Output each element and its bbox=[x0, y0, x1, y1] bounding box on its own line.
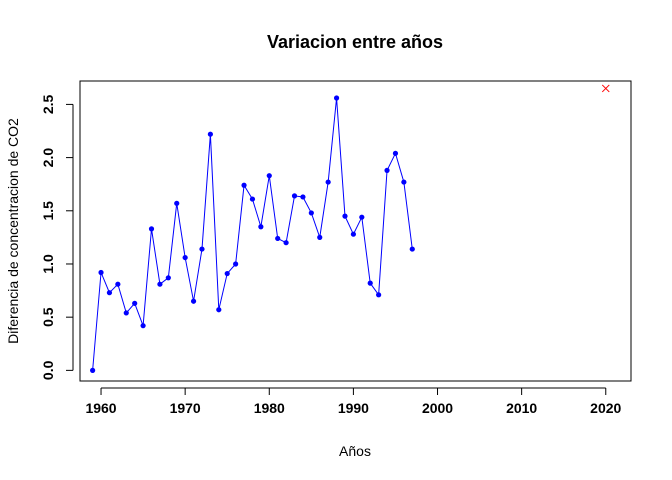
data-point bbox=[132, 300, 138, 306]
data-point bbox=[115, 281, 121, 287]
data-point bbox=[174, 200, 180, 206]
data-point bbox=[392, 150, 399, 156]
data-point bbox=[384, 167, 390, 173]
data-point bbox=[165, 275, 171, 281]
data-point bbox=[98, 269, 104, 276]
chart-title: Variacion entre años bbox=[267, 32, 443, 52]
data-point bbox=[106, 290, 113, 296]
data-point bbox=[140, 323, 146, 329]
y-axis: 0.0 0.5 1.0 1.5 2.0 2.5 bbox=[40, 94, 74, 380]
data-point bbox=[350, 231, 356, 237]
x-tick-label: 2000 bbox=[422, 400, 453, 416]
data-point bbox=[216, 307, 222, 313]
data-point bbox=[148, 226, 155, 232]
data-point bbox=[241, 182, 247, 188]
data-point bbox=[401, 179, 407, 185]
data-point bbox=[190, 298, 197, 304]
data-point bbox=[157, 281, 163, 287]
x-marker-point bbox=[601, 84, 610, 93]
data-point bbox=[317, 234, 323, 240]
data-point bbox=[249, 196, 256, 202]
data-point bbox=[376, 292, 382, 298]
data-point bbox=[342, 213, 348, 219]
plot-area-border bbox=[79, 80, 632, 382]
x-tick-label: 1960 bbox=[85, 400, 116, 416]
series-layer bbox=[90, 84, 610, 373]
y-tick-label: 2.0 bbox=[40, 148, 56, 168]
data-point bbox=[258, 224, 264, 230]
data-point bbox=[182, 254, 188, 261]
data-point bbox=[409, 246, 415, 252]
data-point bbox=[207, 131, 213, 137]
y-tick-label: 0.0 bbox=[40, 360, 56, 380]
x-tick-label: 1980 bbox=[254, 400, 285, 416]
x-tick-label: 2010 bbox=[506, 400, 537, 416]
data-point bbox=[266, 173, 272, 179]
data-point bbox=[123, 310, 129, 316]
data-point bbox=[325, 179, 331, 185]
x-tick-label: 2020 bbox=[590, 400, 621, 416]
data-point bbox=[333, 95, 340, 101]
y-tick-label: 1.0 bbox=[40, 254, 56, 274]
y-tick-label: 1.5 bbox=[40, 201, 56, 221]
x-axis-label: Años bbox=[339, 443, 371, 459]
data-point bbox=[308, 210, 314, 216]
data-point bbox=[224, 270, 230, 277]
y-tick-label: 2.5 bbox=[40, 94, 56, 114]
y-axis-label: Diferencia de concentracion de CO2 bbox=[5, 118, 21, 344]
data-point bbox=[275, 235, 281, 242]
data-point bbox=[233, 261, 239, 267]
x-axis: 1960 1970 1980 1990 2000 2010 2020 bbox=[85, 387, 622, 416]
x-tick-label: 1990 bbox=[338, 400, 369, 416]
data-point bbox=[300, 194, 306, 200]
y-tick-label: 0.5 bbox=[40, 307, 56, 327]
data-point bbox=[199, 246, 205, 252]
data-point bbox=[291, 193, 298, 199]
data-point bbox=[283, 240, 289, 246]
x-tick-label: 1970 bbox=[170, 400, 201, 416]
data-point bbox=[367, 280, 373, 286]
data-point bbox=[90, 367, 96, 373]
series-line bbox=[92, 97, 413, 371]
data-point bbox=[359, 214, 365, 220]
